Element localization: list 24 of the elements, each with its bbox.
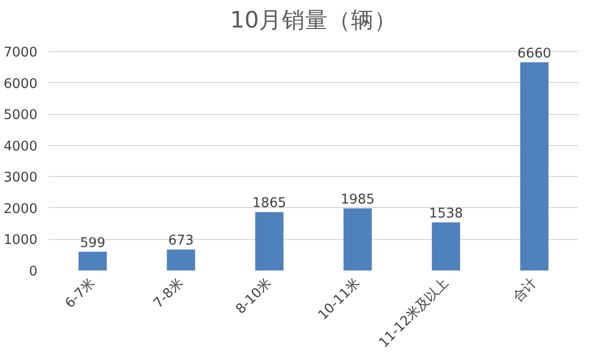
y-tick-label: 1000 (4, 233, 38, 248)
y-tick-label: 3000 (4, 170, 38, 186)
x-tick-label: 6-7米 (62, 276, 98, 312)
data-label: 673 (168, 233, 194, 248)
y-tick-label: 0 (29, 264, 38, 280)
bar (78, 252, 107, 270)
y-tick-label: 6000 (4, 76, 38, 92)
y-tick-label: 7000 (4, 46, 38, 61)
bar (432, 222, 460, 270)
bar (344, 208, 372, 270)
y-tick-label: 5000 (4, 108, 38, 124)
bar (255, 212, 284, 270)
data-label: 1538 (429, 206, 463, 222)
bar (166, 249, 196, 270)
data-label: 1865 (252, 196, 286, 212)
y-tick-label: 4000 (4, 139, 38, 154)
data-label: 1985 (340, 192, 375, 208)
data-label: 6660 (517, 46, 552, 62)
chart-title: 10月销量（辆） (230, 8, 397, 34)
y-tick-label: 2000 (4, 202, 38, 217)
x-tick-label: 7-8米 (151, 276, 186, 312)
bar (520, 62, 548, 270)
x-tick-label: 合计 (510, 276, 540, 306)
data-label: 599 (80, 236, 106, 251)
